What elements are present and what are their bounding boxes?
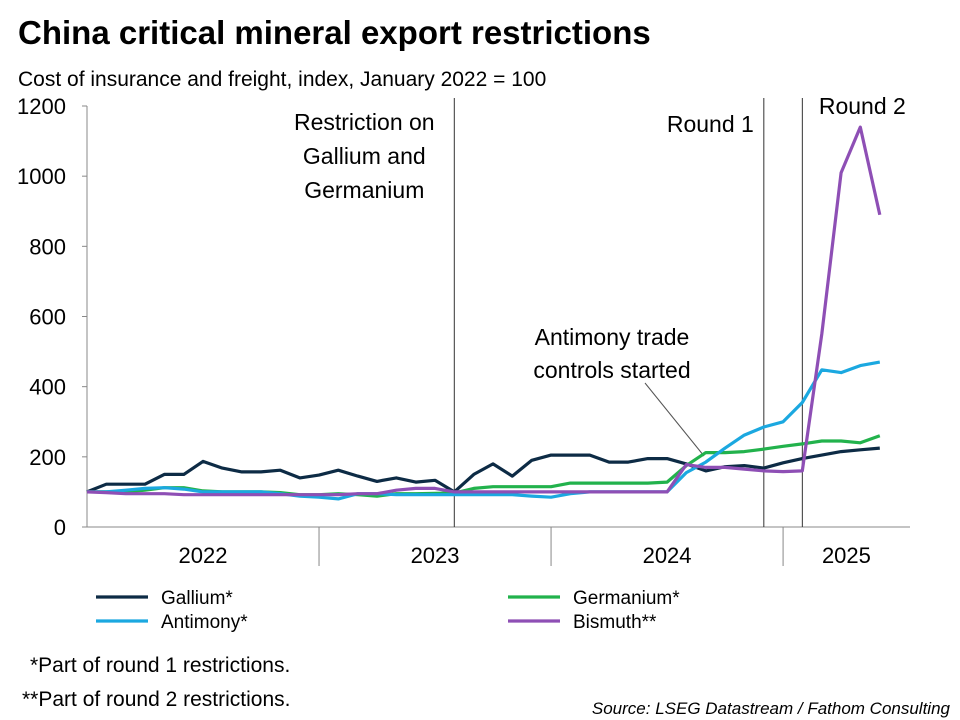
- chart-subtitle: Cost of insurance and freight, index, Ja…: [18, 68, 546, 91]
- annotation-arrow: [644, 382, 705, 457]
- x-tick-label: 2023: [411, 543, 460, 568]
- annotation: controls started: [533, 357, 690, 383]
- series-line: [86, 446, 880, 494]
- event-label: Round 2: [819, 93, 906, 119]
- legend-label: Antimony*: [161, 612, 248, 633]
- y-tick-label: 0: [54, 515, 66, 540]
- y-tick-label: 400: [29, 375, 66, 400]
- y-tick-label: 600: [29, 305, 66, 330]
- y-tick-label: 800: [29, 234, 66, 259]
- y-tick-label: 1000: [17, 164, 66, 189]
- series-line: [86, 125, 882, 497]
- legend-label: Gallium*: [161, 588, 233, 609]
- footnote: **Part of round 2 restrictions.: [22, 688, 290, 711]
- event-label: Restriction on: [294, 109, 435, 135]
- annotation: Antimony trade: [535, 324, 690, 350]
- source: Source: LSEG Datastream / Fathom Consult…: [592, 699, 951, 718]
- legend-label: Germanium*: [573, 588, 680, 609]
- series-line: [87, 360, 881, 501]
- event-label: Germanium: [304, 177, 424, 203]
- x-tick-label: 2024: [643, 543, 692, 568]
- event-label: Round 1: [667, 111, 754, 137]
- x-tick-label: 2025: [822, 543, 871, 568]
- series-line: [87, 434, 881, 498]
- y-tick-label: 1200: [17, 94, 66, 119]
- event-label: Gallium and: [303, 143, 426, 169]
- chart-title: China critical mineral export restrictio…: [18, 14, 651, 51]
- x-tick-label: 2022: [179, 543, 228, 568]
- footnote: *Part of round 1 restrictions.: [30, 654, 290, 677]
- legend-label: Bismuth**: [573, 612, 657, 633]
- y-tick-label: 200: [29, 445, 66, 470]
